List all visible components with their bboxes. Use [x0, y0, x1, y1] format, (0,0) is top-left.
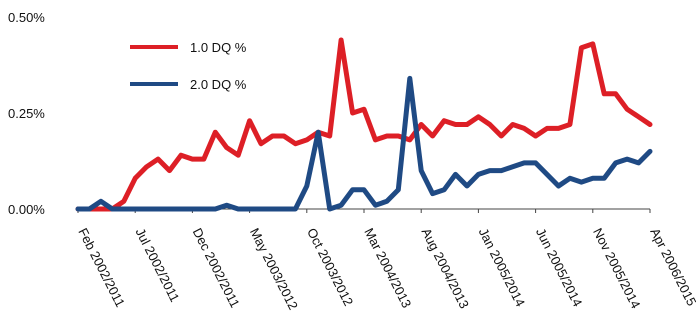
x-tick-label: Oct 2003/2012	[304, 226, 356, 309]
x-tick-label: Mar 2004/2013	[361, 226, 414, 311]
x-tick-label: Dec 2002/2011	[190, 226, 243, 311]
y-tick-label: 0.25%	[8, 106, 45, 121]
y-axis-ticks: 0.00% 0.25% 0.50%	[8, 10, 45, 217]
x-tick-label: Jul 2002/2011	[133, 226, 183, 305]
legend: 1.0 DQ % 2.0 DQ %	[130, 40, 247, 92]
x-tick-label: Aug 2004/2013	[419, 226, 472, 311]
x-tick-label: Nov 2005/2014	[590, 226, 643, 311]
x-axis-ticks: Feb 2002/2011 Jul 2002/2011 Dec 2002/2011 M…	[75, 209, 696, 312]
series-layer	[75, 37, 653, 212]
y-tick-label: 0.00%	[8, 202, 45, 217]
y-tick-label: 0.50%	[8, 10, 45, 25]
series-line-1	[75, 37, 653, 212]
legend-label-1: 1.0 DQ %	[190, 40, 247, 55]
series-line-2	[75, 75, 653, 212]
x-tick-label: Apr 2006/2015	[647, 226, 696, 309]
x-tick-label: May 2003/2012	[247, 226, 301, 313]
x-tick-label: Jan 2005/2014	[476, 226, 528, 309]
legend-label-2: 2.0 DQ %	[190, 77, 247, 92]
x-tick-label: Jun 2005/2014	[533, 226, 585, 309]
x-tick-label: Feb 2002/2011	[75, 226, 128, 310]
